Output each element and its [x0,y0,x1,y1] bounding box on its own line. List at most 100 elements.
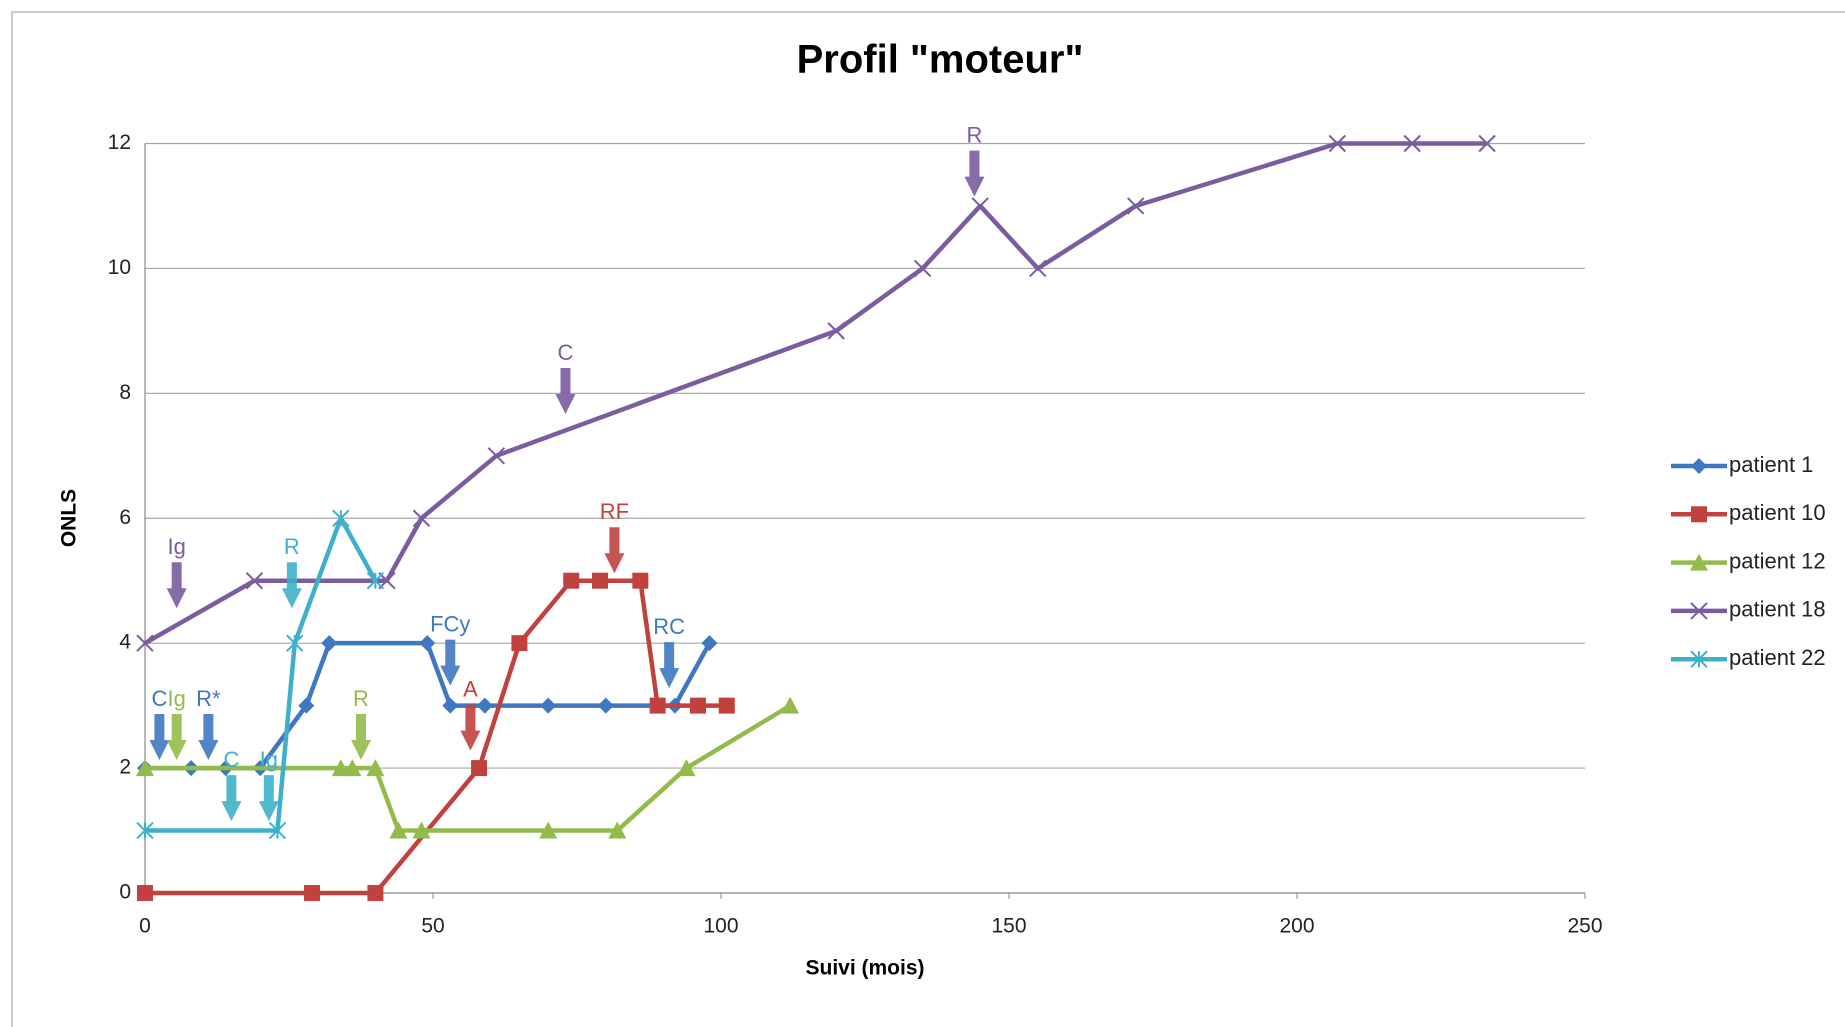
marker [781,696,800,714]
marker [412,821,431,839]
marker [476,697,493,714]
annotation-label: RC [653,614,685,639]
annotation-label: R* [196,686,221,711]
marker [511,635,528,652]
legend-marker [1690,602,1708,620]
marker [1127,197,1145,215]
annotation-arrow [166,713,187,760]
annotation-arrow [281,562,302,609]
x-tick-label: 200 [1279,915,1314,938]
marker [689,697,706,714]
marker [442,697,459,714]
marker [331,759,350,777]
annotation-arrow [166,562,187,609]
annotation-arrow [221,775,242,822]
y-tick-label: 12 [108,131,131,154]
x-tick-label: 150 [991,915,1026,938]
marker [136,759,154,777]
chart-frame [11,11,1845,1027]
marker [563,572,580,589]
legend-label: patient 10 [1729,500,1826,525]
marker [343,759,362,777]
marker [471,760,488,777]
annotation-label: RF [600,499,629,524]
annotation-arrow [659,642,680,689]
annotation-arrow [964,150,985,197]
annotation-arrow [460,704,481,751]
marker [366,759,385,777]
annotation-label: C [223,747,239,772]
marker [540,697,557,714]
annotation-label: R [353,686,369,711]
annotation-label: Ig [260,747,278,772]
legend-marker [1691,458,1707,474]
marker [539,821,558,839]
marker [632,572,649,589]
legend-label: patient 12 [1729,548,1826,573]
annotation-label: Ig [168,534,186,559]
annotation-arrow [198,713,219,760]
x-tick-label: 250 [1567,915,1602,938]
y-tick-label: 10 [108,256,131,279]
marker [1328,134,1347,153]
marker [649,697,666,714]
marker [136,821,154,840]
marker [1029,259,1047,278]
y-tick-label: 4 [119,631,131,654]
marker [701,635,718,652]
annotation-label: C [151,686,167,711]
y-tick-label: 2 [119,756,131,779]
legend-marker [1690,553,1708,571]
x-axis-label: Suivi (mois) [805,957,924,980]
marker [487,447,506,465]
marker [419,635,436,652]
marker [592,572,609,589]
x-tick-label: 50 [421,915,444,938]
marker [304,885,321,901]
marker [245,572,264,590]
chart-title: Profil "moteur" [797,38,1084,82]
marker [913,259,932,278]
marker [677,759,696,777]
legend-label: patient 18 [1729,597,1826,622]
annotation-label: Ig [168,686,186,711]
annotation-label: R [966,122,982,147]
y-axis-label: ONLS [58,489,81,547]
y-tick-label: 8 [119,381,131,404]
marker [827,322,845,340]
marker [1478,134,1496,153]
marker [608,821,627,839]
marker [971,197,989,215]
marker [286,634,304,652]
y-tick-label: 6 [119,506,131,529]
y-tick-label: 0 [119,881,131,904]
annotation-label: A [463,676,478,701]
marker [332,509,350,527]
marker [268,821,287,840]
legend-marker [1691,506,1707,523]
annotation-label: C [558,340,574,365]
marker [136,634,154,652]
marker [137,885,153,901]
annotation-label: R [284,534,300,559]
marker [367,885,384,901]
annotation-arrow [258,775,279,822]
x-tick-label: 100 [703,915,738,938]
marker [298,697,315,714]
marker [389,821,408,839]
marker [597,697,614,714]
annotation-label: FCy [430,611,470,636]
marker [366,572,385,590]
marker [321,635,338,652]
legend-label: patient 1 [1729,452,1813,477]
legend-label: patient 22 [1729,645,1826,670]
annotation-arrow [351,713,371,760]
annotation-arrow [604,527,625,574]
annotation-arrow [440,639,461,686]
series-line [145,703,792,833]
annotation-arrow [555,367,576,414]
marker [1403,134,1421,153]
marker [412,509,431,527]
